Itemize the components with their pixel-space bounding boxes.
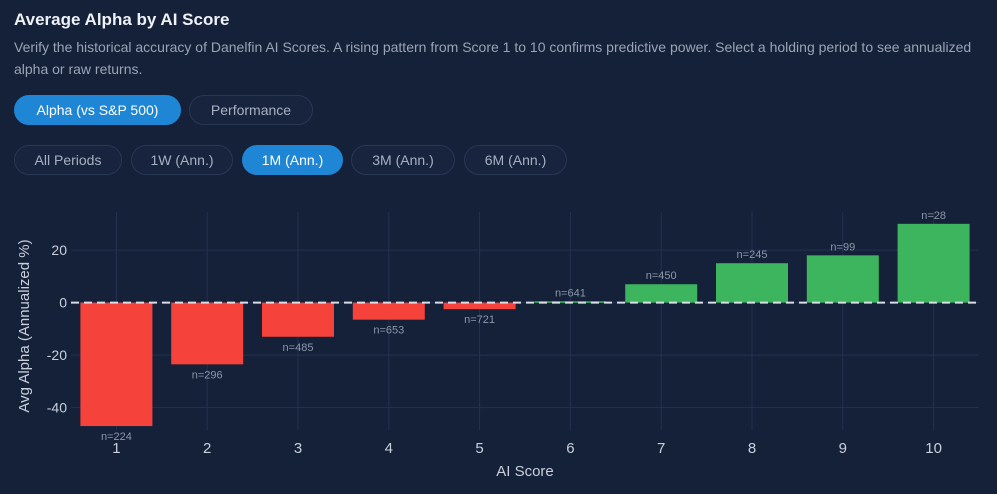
x-tick-label: 2 [203,440,211,457]
bar [716,263,788,303]
bar-count-label: n=641 [555,287,586,299]
bar [625,284,698,303]
x-tick-label: 5 [475,440,483,457]
bar [262,302,334,337]
bar [806,255,879,303]
bar-count-label: n=99 [830,241,855,253]
chart-subtitle: Verify the historical accuracy of Danelf… [14,39,972,77]
period-6m[interactable]: 6M (Ann.) [464,145,567,175]
x-tick-label: 4 [385,440,393,457]
y-axis-title: Avg Alpha (Annualized %) [16,239,33,412]
bar-count-label: n=485 [283,342,314,354]
x-axis-title: AI Score [496,463,554,480]
bar-count-label: n=224 [101,431,132,443]
x-tick-label: 10 [925,440,942,457]
chart-title: Average Alpha by AI Score [14,10,230,29]
y-tick-label: -40 [47,400,67,416]
tab-performance[interactable]: Performance [189,95,313,125]
x-tick-label: 6 [566,440,574,457]
bar [171,302,244,365]
bar-count-label: n=296 [192,369,223,381]
period-3m[interactable]: 3M (Ann.) [351,145,455,175]
y-tick-label: 0 [59,295,67,311]
bar [352,302,425,320]
tab-alpha[interactable]: Alpha (vs S&P 500) [14,95,181,125]
y-tick-label: -20 [47,347,67,363]
bar-count-label: n=450 [646,270,677,282]
period-1w[interactable]: 1W (Ann.) [131,145,233,175]
x-tick-label: 3 [294,440,302,457]
bar [897,223,970,303]
bar [443,302,516,310]
x-tick-label: 9 [839,440,847,457]
bar-count-label: n=28 [921,210,946,222]
period-all[interactable]: All Periods [14,145,122,175]
x-tick-label: 8 [748,440,756,457]
y-tick-label: 20 [51,242,67,258]
x-tick-label: 1 [112,440,120,457]
bar [80,302,153,427]
bar-count-label: n=245 [737,249,768,261]
bar-count-label: n=653 [373,325,404,337]
bar-count-label: n=721 [464,314,495,326]
x-tick-label: 7 [657,440,665,457]
period-1m[interactable]: 1M (Ann.) [242,145,343,175]
